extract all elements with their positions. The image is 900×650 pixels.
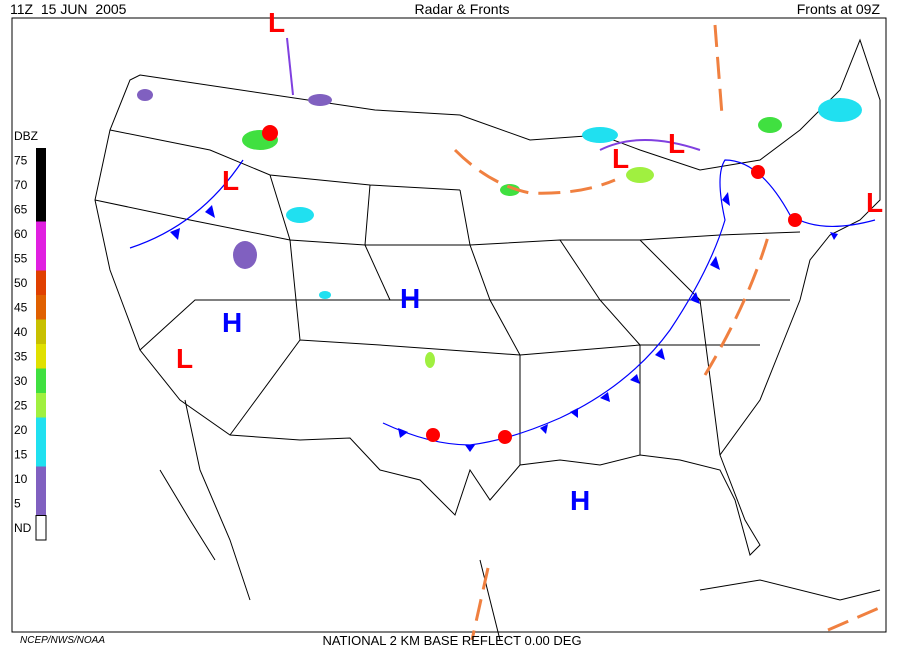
pressure-center: H [222,307,242,338]
legend-label: 20 [14,423,28,437]
legend-label: 60 [14,227,28,241]
legend-swatch [36,368,46,393]
legend-swatch [36,344,46,369]
legend-swatch [36,319,46,344]
legend-label: 25 [14,398,28,412]
legend-label: 70 [14,178,28,192]
radar-echoes [137,89,862,368]
fronts [129,24,887,641]
legend-title: DBZ [14,129,38,143]
legend-swatch [36,172,46,197]
legend-swatch [36,148,46,173]
legend-label: 30 [14,374,28,388]
legend-swatch [36,442,46,467]
legend-label: ND [14,521,32,535]
legend-swatch [36,491,46,516]
legend-swatch [36,295,46,320]
pressure-center: H [570,485,590,516]
pressure-center: L [268,7,285,38]
pressure-center: L [176,343,193,374]
legend-swatch [36,270,46,295]
dbz-legend: DBZ 75 70 65 60 55 50 45 40 35 30 25 20 15 10 5 ND [14,129,47,541]
footer-center: NATIONAL 2 KM BASE REFLECT 0.00 DEG [322,633,581,648]
legend-label: 40 [14,325,28,339]
header-left: 11Z 15 JUN 2005 [10,1,127,17]
legend-label: 55 [14,251,28,265]
geography [94,38,881,641]
pressure-center: L [668,128,685,159]
legend-swatch [36,466,46,491]
legend-label: 65 [14,202,28,216]
pressure-center: L [612,143,629,174]
pressure-center: L [222,165,239,196]
legend-label: 5 [14,496,21,510]
legend-label: 75 [14,153,28,167]
legend-label: 15 [14,447,28,461]
legend-swatch [35,515,47,541]
legend-label: 45 [14,300,28,314]
legend-label: 35 [14,349,28,363]
header-center: Radar & Fronts [415,1,510,17]
legend-swatch [36,197,46,222]
footer-left: NCEP/NWS/NOAA [20,635,105,646]
legend-swatch [36,417,46,442]
legend-swatch [36,246,46,271]
legend-label: 10 [14,472,28,486]
header-right: Fronts at 09Z [797,1,881,17]
map-frame [11,17,887,633]
legend-swatch [36,221,46,246]
pressure-center: H [400,283,420,314]
legend-swatch [36,393,46,418]
pressure-center: L [866,187,883,218]
legend-label: 50 [14,276,28,290]
